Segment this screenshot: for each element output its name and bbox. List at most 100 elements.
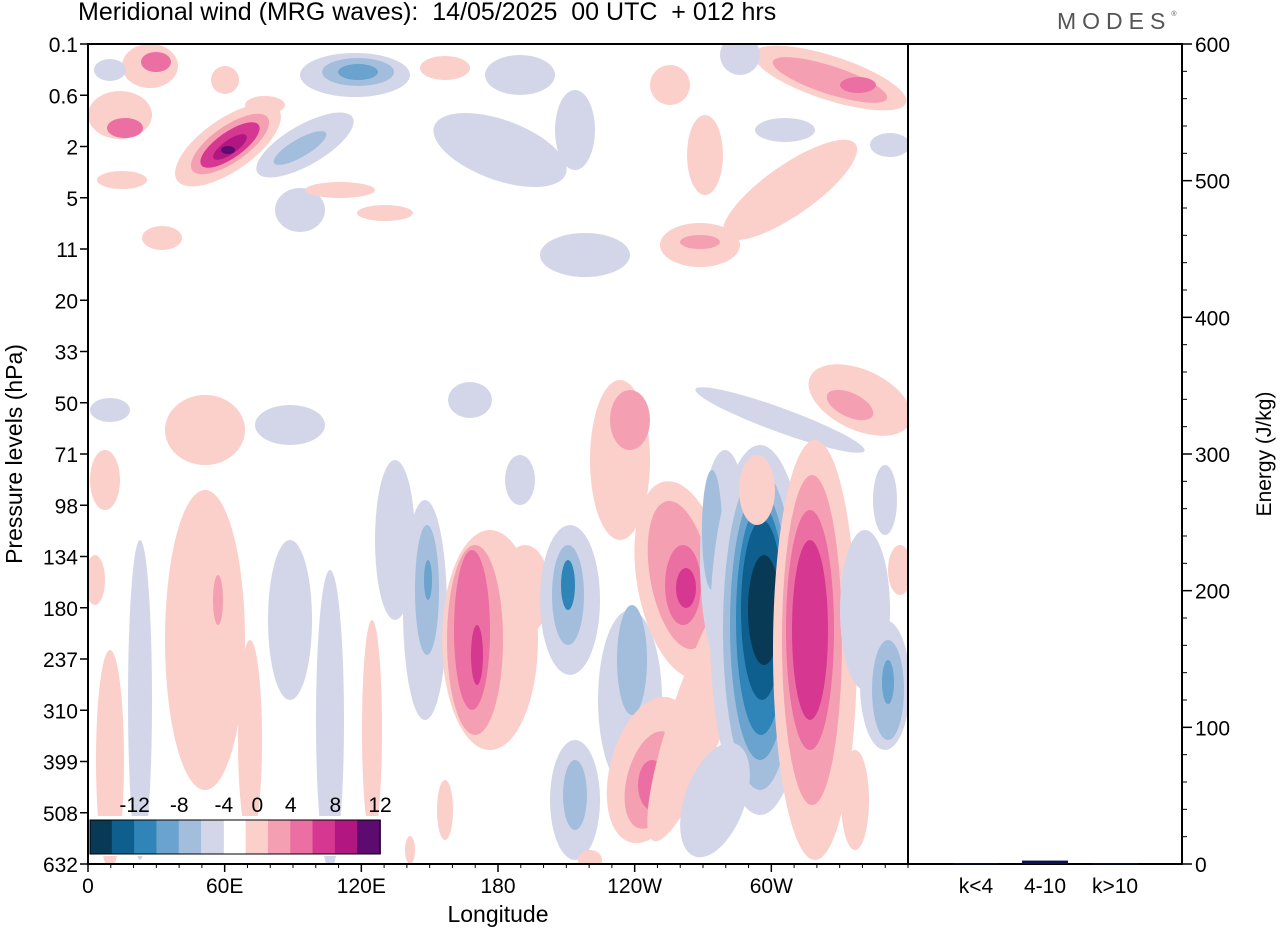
- x-axis-label: Longitude: [447, 901, 548, 927]
- contour-blob: [561, 560, 575, 610]
- energy-category-label: 4-10: [1024, 875, 1066, 898]
- contour-blob: [454, 550, 490, 710]
- modes-logo: MODES®: [1057, 8, 1177, 34]
- contour-blob: [722, 139, 858, 241]
- logo-text: MODES: [1057, 8, 1172, 34]
- colorbar-swatch: [134, 819, 158, 855]
- colorbar-swatch: [290, 819, 314, 855]
- energy-bar: [1092, 863, 1138, 865]
- energy-axis: 0 100 200 300 400 500 600: [1182, 34, 1230, 877]
- y-axis-label: Pressure levels (hPa): [1, 344, 27, 564]
- colorbar-tick-label: -4: [215, 794, 234, 817]
- energy-category-label: k>10: [1092, 875, 1138, 898]
- energy-bar: [1022, 860, 1068, 864]
- energy-frame: [907, 43, 1183, 865]
- mid-features: [90, 364, 908, 510]
- contour-blob: [141, 52, 171, 72]
- lower-features: [88, 380, 908, 864]
- colorbar-tick-label: 0: [251, 794, 263, 817]
- contour-blob: [275, 188, 325, 232]
- contour-blob: [165, 395, 245, 465]
- colorbar-swatch: [201, 819, 225, 855]
- x-tick-label: 180: [480, 875, 515, 898]
- y-tick-label: 399: [43, 752, 78, 775]
- x-tick-label: 60E: [206, 875, 243, 898]
- contour-blob: [437, 780, 453, 840]
- contour-blob: [755, 118, 815, 142]
- energy-tick-label: 600: [1195, 34, 1230, 57]
- contour-blob: [739, 455, 775, 525]
- contour-blob: [650, 65, 690, 105]
- y-tick-label: 632: [43, 854, 78, 877]
- contour-blob: [687, 115, 723, 195]
- contour-blob: [96, 650, 124, 864]
- contour-blob: [841, 750, 869, 850]
- contour-blob: [680, 742, 750, 858]
- contour-blob: [505, 455, 535, 505]
- contour-blob: [448, 382, 492, 418]
- chart-title: Meridional wind (MRG waves): 14/05/2025 …: [78, 0, 777, 26]
- energy-tick-label: 200: [1195, 581, 1230, 604]
- contour-blob: [792, 540, 828, 720]
- energy-categories: k<4 4-10 k>10: [959, 875, 1138, 898]
- colorbar-tick-label: 4: [285, 794, 297, 817]
- contour-blob: [362, 620, 382, 840]
- contour-blob: [221, 146, 235, 154]
- colorbar-swatch: [156, 819, 181, 855]
- contour-blob: [245, 96, 285, 114]
- contour-blob: [500, 545, 550, 635]
- contour-blob: [870, 133, 908, 157]
- contour-blob: [94, 59, 126, 81]
- energy-bars: [953, 860, 1138, 865]
- longitude-axis: 0 60E 120E 180 120W 60W: [82, 864, 909, 898]
- colorbar-tick-label: -12: [119, 794, 149, 817]
- colorbar-swatches: [89, 819, 381, 855]
- contour-blob: [128, 540, 152, 860]
- contour-blob: [676, 568, 696, 608]
- y-tick-label: 5: [66, 188, 78, 211]
- contour-blob: [211, 66, 239, 94]
- y-tick-label: 2: [66, 137, 78, 160]
- contour-blob: [610, 390, 650, 450]
- contour-blob: [840, 77, 876, 93]
- energy-axis-label: Energy (J/kg): [1253, 392, 1276, 517]
- colorbar-swatch: [267, 819, 292, 855]
- contour-blob: [873, 465, 897, 535]
- contour-blob: [97, 171, 147, 189]
- y-tick-label: 237: [43, 649, 78, 672]
- y-tick-label: 11: [56, 239, 78, 262]
- contour-blob: [617, 605, 647, 715]
- x-tick-label: 120W: [607, 875, 662, 898]
- colorbar-labels: -12 -8 -4 0 4 8 12: [119, 794, 391, 817]
- energy-tick-label: 500: [1195, 171, 1230, 194]
- colorbar-frame: [89, 819, 381, 855]
- y-tick-label: 50: [55, 393, 78, 416]
- y-tick-label: 71: [55, 444, 78, 467]
- contour-blob: [357, 205, 413, 221]
- contour-blob: [578, 850, 602, 864]
- colorbar-swatch: [334, 819, 359, 855]
- contour-blob: [540, 233, 630, 277]
- colorbar-tick-label: 8: [330, 794, 342, 817]
- colorbar-swatch: [357, 819, 381, 855]
- colorbar-swatch: [312, 819, 337, 855]
- colorbar: -12 -8 -4 0 4 8 12: [86, 794, 392, 856]
- pressure-axis: 0.1 0.6 2 5 11 20 33 50 71 98 134 180 237 310 399 508 63…: [43, 34, 88, 877]
- contour-blob: [316, 570, 344, 864]
- energy-tick-label: 100: [1195, 717, 1230, 740]
- upper-features: [88, 44, 908, 277]
- contour-blob: [107, 118, 143, 138]
- contour-blob: [268, 540, 312, 700]
- colorbar-swatch: [178, 819, 203, 855]
- contour-blob: [165, 490, 245, 790]
- energy-category-label: k<4: [959, 875, 994, 898]
- energy-tick-label: 0: [1195, 854, 1207, 877]
- y-tick-label: 20: [55, 290, 78, 313]
- contour-blob: [471, 625, 483, 685]
- y-tick-label: 0.1: [49, 34, 78, 57]
- y-tick-label: 0.6: [49, 85, 78, 108]
- contour-blob: [420, 56, 470, 80]
- contour-blob: [142, 226, 182, 250]
- contour-blob: [90, 450, 120, 510]
